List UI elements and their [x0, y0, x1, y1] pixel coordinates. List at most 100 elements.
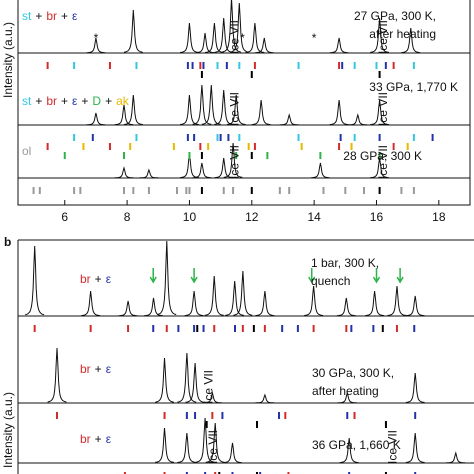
phase-label: br + ε	[80, 272, 112, 286]
peak	[47, 347, 67, 403]
peak	[192, 162, 212, 179]
phase-separator: +	[61, 9, 68, 23]
x-tick-label: 16	[370, 210, 384, 224]
x-tick-label: 12	[245, 210, 259, 224]
x-tick-label: 10	[183, 210, 197, 224]
peak	[370, 99, 390, 126]
arrow	[308, 268, 316, 284]
peak	[405, 372, 425, 403]
peak	[155, 427, 175, 463]
phase-label: ol	[22, 144, 31, 158]
peak	[25, 245, 45, 316]
arrow	[372, 268, 381, 284]
panel-label: b	[4, 235, 11, 249]
y-axis-label: Intensity (a.u.)	[1, 392, 15, 468]
ice-label: Ice VII	[201, 370, 215, 404]
ice-label: Ice VII	[385, 430, 399, 464]
ice-label: Ice VII	[228, 145, 242, 179]
peak	[192, 84, 212, 125]
condition-label: after heating	[369, 27, 436, 41]
phase-name: br	[46, 94, 57, 108]
peak	[311, 162, 330, 179]
peak	[214, 157, 234, 179]
peak	[204, 275, 224, 316]
ice-label: Ice VII	[228, 92, 242, 126]
peak	[222, 442, 242, 464]
phase-separator: +	[61, 94, 68, 108]
peak	[233, 270, 253, 316]
peak	[177, 432, 197, 463]
condition-label: quench	[311, 274, 350, 288]
peak	[180, 22, 199, 53]
phase-separator: +	[105, 94, 112, 108]
peak	[348, 113, 368, 126]
phase-name: st	[22, 9, 32, 23]
peak	[223, 142, 243, 178]
peak	[81, 290, 101, 317]
condition-label: 1 bar, 300 K,	[311, 256, 379, 270]
peak	[155, 357, 175, 403]
peak	[405, 295, 425, 317]
ice-label: Ice VII	[376, 92, 390, 126]
peak	[225, 280, 245, 316]
peak	[123, 94, 143, 125]
phase-name: br	[80, 362, 91, 376]
peak	[204, 22, 224, 53]
phase-name: br	[46, 9, 57, 23]
phase-name: ak	[116, 94, 130, 108]
peak	[195, 417, 215, 463]
phase-separator: +	[81, 94, 88, 108]
ice-label: Ice VII	[228, 20, 242, 54]
phase-name: ε	[106, 272, 112, 286]
phase-separator: +	[95, 272, 102, 286]
peak	[157, 240, 177, 316]
phase-separator: +	[95, 432, 102, 446]
ice-label: Ice VII	[206, 430, 220, 464]
peak	[329, 99, 349, 126]
x-tick-label: 6	[61, 210, 68, 224]
peak	[222, 0, 241, 53]
peak	[185, 362, 205, 403]
peak	[255, 290, 275, 317]
star: *	[240, 31, 245, 45]
x-tick-label: 18	[432, 210, 446, 224]
condition-label: 28 GPa, 300 K	[343, 149, 422, 163]
peak	[205, 422, 225, 463]
peak	[229, 2, 249, 53]
peak	[114, 166, 134, 179]
phase-name: D	[92, 94, 101, 108]
phase-separator: +	[35, 9, 42, 23]
peak	[144, 297, 164, 317]
arrow	[149, 268, 157, 284]
peak	[387, 285, 407, 316]
phase-name: ε	[106, 432, 112, 446]
x-tick-label: 14	[307, 210, 321, 224]
plot-area	[18, 240, 474, 464]
phase-label: st + br + ε	[22, 9, 78, 23]
condition-label: 36 GPa, 1,660 K	[312, 438, 401, 452]
phase-name: ε	[72, 94, 78, 108]
phase-name: ε	[72, 9, 78, 23]
phase-name: br	[80, 432, 91, 446]
peak	[195, 32, 215, 54]
peak	[245, 22, 265, 53]
arrow	[190, 268, 198, 284]
x-tick-label: 8	[124, 210, 131, 224]
peak	[202, 391, 222, 404]
peak	[405, 432, 425, 463]
peak	[279, 113, 299, 126]
peak	[339, 437, 359, 464]
plot-frame	[17, 0, 471, 206]
phase-label: br + ε	[80, 432, 112, 446]
peak	[337, 391, 357, 404]
peak	[329, 37, 349, 54]
peak	[401, 27, 421, 54]
peak	[180, 94, 199, 125]
phase-name: st	[22, 94, 32, 108]
peak	[255, 393, 275, 404]
peak	[304, 285, 324, 316]
peak	[365, 290, 385, 317]
peak	[139, 168, 159, 179]
phase-name: br	[80, 272, 91, 286]
y-axis-label: Intensity (a.u.)	[1, 22, 15, 98]
